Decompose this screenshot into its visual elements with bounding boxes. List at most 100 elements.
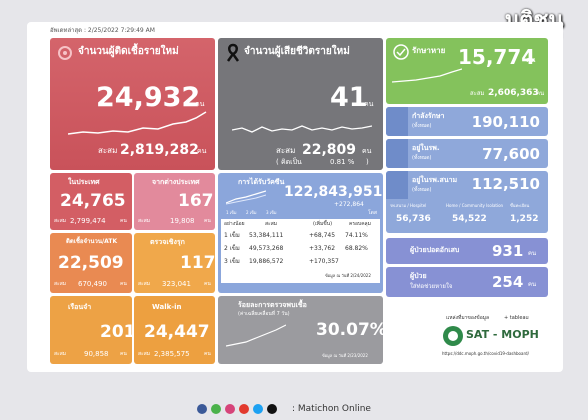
sparkline	[392, 68, 462, 83]
value: 24,447	[144, 322, 210, 342]
source-url: https://ddc.moph.go.th/covid19-dashboard…	[442, 351, 529, 356]
new-cases-tile: จำนวนผู้ติดเชื้อรายใหม่ 24,932 คน สะสม 2…	[50, 38, 215, 170]
total-label: สะสม	[470, 90, 485, 97]
icon-box	[386, 139, 408, 168]
unit: คน	[362, 147, 372, 155]
sparkline	[226, 324, 286, 347]
imported-tile: จากต่างประเทศ 167 สะสม 19,808 คน	[134, 173, 215, 230]
legend-item: 1 เข็ม	[226, 210, 237, 215]
tile-title: อยู่ในรพ.	[412, 144, 440, 152]
big-value: 41	[330, 82, 368, 113]
unit: คน	[204, 351, 211, 357]
big-value: 15,774	[458, 45, 536, 69]
total-value: 2,819,282	[120, 142, 199, 158]
table-cell: +68,745	[309, 232, 336, 239]
part-label: Home / Community Isolation	[446, 203, 504, 208]
icons	[197, 404, 277, 414]
sparkline	[232, 125, 372, 133]
table-cell: 74.11%	[345, 232, 368, 239]
table-header: สะสม	[265, 221, 278, 227]
total-value: 670,490	[78, 280, 107, 288]
legend-item: 2 เข็ม	[246, 210, 257, 215]
pct-open: ( คิดเป็น	[276, 158, 302, 166]
ventilator-tile: ผู้ป่วย ใส่ท่อช่วยหายใจ 254 คน	[386, 267, 548, 297]
recovered-tile: รักษาหาย 15,774 คน สะสม 2,606,363 คน	[386, 38, 548, 104]
value: 201	[100, 322, 132, 342]
legend-item: 3 เข็ม	[266, 210, 277, 215]
atk-tile: ติดเชื้อจำนวน/ATK 22,509 สะสม 670,490 คน	[50, 233, 132, 293]
part-value: 1,252	[510, 214, 539, 224]
tile-title: ติดเชื้อจำนวน/ATK	[66, 238, 118, 245]
table-header: อย่างน้อย	[224, 221, 245, 227]
value: 190,110	[471, 113, 540, 131]
big-value: 122,843,951	[284, 184, 383, 200]
social-icons	[196, 403, 292, 415]
unit: คน	[120, 218, 127, 224]
tile-title: อยู่ในรพ.สนาม	[412, 176, 458, 184]
data-date: ข้อมูล ณ วันที่ 2/23/2022	[322, 353, 368, 358]
tile-title: จำนวนผู้ติดเชื้อรายใหม่	[78, 46, 179, 57]
table-cell: 3 เข็ม	[224, 258, 240, 265]
tile-title: ตรวจเชิงรุก	[150, 238, 185, 246]
part-label: รพ.สนาม / Hospitel	[390, 203, 427, 208]
walkin-tile: Walk-in 24,447 สะสม 2,385,575 คน	[134, 296, 215, 364]
tile-title: ผู้ป่วย	[410, 272, 427, 280]
vaccine-tile: การได้รับวัคซีน 122,843,951 +272,864 โดส…	[218, 173, 383, 293]
total-label: สะสม	[276, 146, 296, 155]
positivity-tile: ร้อยละการตรวจพบเชื้อ (ค่าเฉลี่ยเคลื่อนที…	[218, 296, 383, 364]
total-label: สะสม	[54, 218, 67, 224]
big-value: 30.07%	[316, 320, 383, 340]
tile-note: (ค่าเฉลี่ยเคลื่อนที่ 7 วัน)	[238, 311, 290, 317]
tableau: + tableau	[504, 315, 529, 321]
tile-note: (ทั้งหมด)	[412, 155, 432, 161]
source-name: SAT - MOPH	[466, 328, 539, 341]
field-hospital-tile: อยู่ในรพ.สนาม (ทั้งหมด) 112,510 รพ.สนาม …	[386, 171, 548, 233]
tile-title: ร้อยละการตรวจพบเชื้อ	[238, 301, 307, 309]
total-label: สะสม	[138, 281, 151, 287]
table-cell: 2 เข็ม	[224, 245, 240, 252]
unit: คน	[528, 250, 537, 257]
sparkline	[226, 190, 266, 205]
tile-title: ในประเทศ	[68, 178, 100, 186]
total-label: สะสม	[98, 146, 118, 155]
unit: คน	[195, 100, 205, 108]
data-date: ข้อมูล ณ วันที่ 2/24/2022	[325, 273, 371, 278]
domestic-tile: ในประเทศ 24,765 สะสม 2,799,474 คน	[50, 173, 132, 230]
tile-note: ใส่ท่อช่วยหายใจ	[410, 283, 453, 290]
sparkline	[68, 111, 207, 135]
source-label: แหล่งที่มาของข้อมูล	[446, 315, 490, 321]
big-value: 24,932	[96, 82, 201, 113]
unit: คน	[197, 147, 207, 155]
value: 167	[178, 191, 214, 211]
part-label: ขึ้นทะเบียน	[510, 203, 530, 208]
value: 22,509	[58, 253, 124, 273]
table-cell: 1 เข็ม	[224, 232, 240, 239]
table-cell: +170,357	[309, 258, 339, 265]
icon-box	[386, 171, 408, 199]
moph-logo	[443, 326, 463, 346]
unit: โดส	[368, 210, 377, 216]
tile-note: (ทั้งหมด)	[412, 123, 432, 129]
deaths-tile: จำนวนผู้เสียชีวิตรายใหม่ 41 คน สะสม 22,8…	[218, 38, 383, 170]
total-value: 2,385,575	[154, 350, 190, 358]
virus-icon	[58, 46, 72, 60]
vaccine-table: อย่างน้อย สะสม (เพิ่มขึ้น) ครอบคลุม 1 เข…	[221, 219, 380, 283]
total-value: 2,799,474	[70, 217, 106, 225]
table-cell: 19,886,572	[249, 258, 284, 265]
pct-value: 0.81 %	[330, 158, 355, 166]
total-value: 22,809	[302, 142, 357, 158]
total-label: สะสม	[54, 281, 67, 287]
tile-note: (ทั้งหมด)	[412, 187, 432, 193]
unit: คน	[204, 281, 211, 287]
treating-tile: กำลังรักษา (ทั้งหมด) 190,110	[386, 107, 548, 136]
tile-title: กำลังรักษา	[412, 112, 445, 120]
unit: คน	[536, 90, 545, 97]
footer-text: : Matichon Online	[292, 404, 371, 414]
value: 24,765	[60, 191, 126, 211]
table-cell: 68.82%	[345, 245, 368, 252]
tile-title: จำนวนผู้เสียชีวิตรายใหม่	[244, 46, 350, 57]
tile-title: รักษาหาย	[412, 46, 446, 55]
table-cell: +33,762	[309, 245, 336, 252]
